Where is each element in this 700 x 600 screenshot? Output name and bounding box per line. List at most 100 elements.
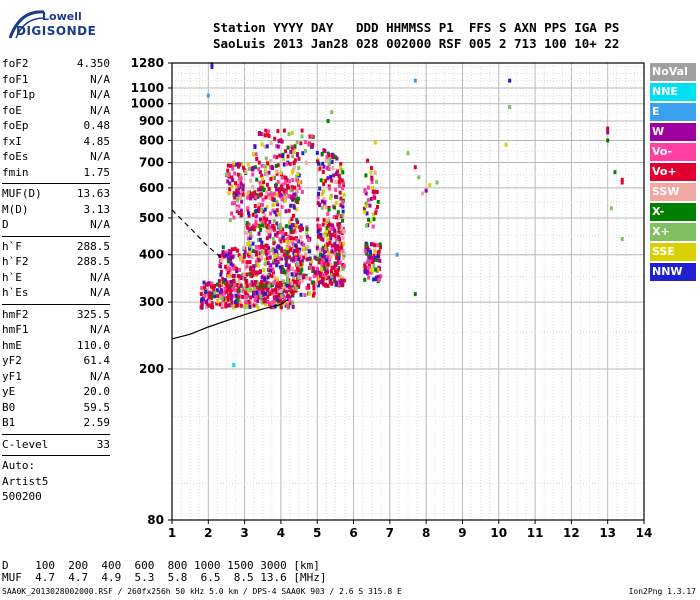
echo-mark bbox=[282, 157, 286, 162]
echo-mark bbox=[281, 283, 285, 288]
echo-mark bbox=[288, 255, 292, 260]
echo-mark bbox=[294, 222, 298, 227]
echo-mark bbox=[294, 251, 298, 256]
echo-mark bbox=[270, 274, 274, 279]
echo-mark bbox=[307, 256, 311, 261]
echo-mark bbox=[232, 191, 236, 196]
echo-mark bbox=[265, 132, 269, 137]
echo-mark bbox=[245, 260, 249, 265]
echo-mark bbox=[244, 286, 248, 291]
echo-mark bbox=[320, 151, 324, 156]
echo-mark bbox=[329, 174, 333, 179]
echo-mark bbox=[259, 220, 263, 225]
y-tick-label: 1100 bbox=[131, 81, 164, 95]
echo-mark bbox=[281, 182, 285, 187]
echo-mark bbox=[242, 272, 246, 277]
echo-mark bbox=[331, 166, 335, 171]
echo-mark bbox=[279, 265, 283, 270]
echo-mark bbox=[255, 291, 259, 296]
echo-mark bbox=[293, 196, 297, 201]
param-name: foEs bbox=[2, 150, 29, 163]
echo-mark bbox=[326, 176, 330, 181]
echo-mark bbox=[283, 175, 287, 180]
echo-mark bbox=[327, 184, 331, 189]
echo-mark bbox=[257, 160, 261, 165]
echo-mark bbox=[273, 248, 277, 253]
param-name: foE bbox=[2, 103, 22, 117]
echo-mark bbox=[273, 210, 277, 215]
echo-mark bbox=[238, 173, 242, 178]
echo-mark bbox=[315, 273, 319, 278]
echo-mark bbox=[260, 250, 264, 255]
echo-mark bbox=[321, 169, 325, 174]
echo-mark bbox=[316, 283, 320, 288]
echo-point bbox=[613, 170, 617, 175]
echo-mark bbox=[239, 161, 243, 166]
echo-mark bbox=[296, 220, 300, 225]
echo-mark bbox=[324, 205, 328, 210]
echo-mark bbox=[234, 288, 238, 293]
echo-mark bbox=[229, 279, 233, 284]
param-row: fmin 1.75 bbox=[2, 165, 110, 181]
echo-mark bbox=[260, 240, 264, 245]
echo-mark bbox=[239, 181, 243, 186]
echo-mark bbox=[242, 245, 246, 250]
echo-mark bbox=[282, 195, 286, 200]
echo-mark bbox=[328, 230, 332, 235]
echo-mark bbox=[235, 206, 239, 211]
echo-mark bbox=[275, 199, 279, 204]
echo-mark bbox=[228, 251, 232, 256]
echo-mark bbox=[295, 153, 299, 158]
echo-mark bbox=[276, 260, 280, 265]
echo-mark bbox=[291, 274, 295, 279]
echo-mark bbox=[251, 184, 255, 189]
param-value: 61.4 bbox=[83, 354, 111, 367]
echo-mark bbox=[218, 295, 222, 300]
echo-mark bbox=[291, 247, 295, 252]
echo-mark bbox=[240, 212, 244, 217]
echo-mark bbox=[264, 156, 268, 161]
echo-mark bbox=[254, 244, 258, 249]
echo-mark bbox=[328, 157, 332, 162]
echo-mark bbox=[290, 292, 294, 297]
distance-row: D 100 200 400 600 800 1000 1500 3000 [km… bbox=[2, 559, 320, 572]
echo-mark bbox=[268, 219, 272, 224]
echo-mark bbox=[281, 231, 285, 236]
y-tick-label: 80 bbox=[147, 513, 164, 527]
echo-mark bbox=[373, 248, 377, 253]
echo-mark bbox=[286, 303, 290, 308]
echo-mark bbox=[287, 221, 291, 226]
echo-mark bbox=[203, 285, 207, 290]
echo-mark bbox=[247, 166, 251, 171]
plot-area-border bbox=[171, 62, 645, 521]
echo-mark bbox=[277, 212, 281, 217]
echo-point bbox=[210, 64, 214, 69]
echo-mark bbox=[210, 284, 214, 289]
echo-mark bbox=[266, 275, 270, 280]
echo-mark bbox=[295, 174, 299, 179]
echo-mark bbox=[295, 207, 299, 212]
echo-mark bbox=[266, 248, 270, 253]
echo-mark bbox=[327, 257, 331, 262]
echo-mark bbox=[327, 207, 331, 212]
param-value: N/A bbox=[90, 150, 110, 163]
echo-mark bbox=[257, 167, 261, 172]
separator bbox=[2, 303, 110, 305]
echo-mark bbox=[320, 199, 324, 204]
echo-mark bbox=[229, 287, 233, 292]
echo-mark bbox=[269, 263, 273, 268]
echo-mark bbox=[263, 213, 267, 218]
echo-mark bbox=[320, 192, 324, 197]
echo-mark bbox=[363, 269, 367, 274]
echo-mark bbox=[288, 161, 292, 166]
echo-mark bbox=[260, 255, 264, 260]
echo-mark bbox=[340, 178, 344, 183]
param-group-profile: hmF2 325.5 hmF1 N/A hmE 110.0 yF2 61.4 yF1 N/A yE 2… bbox=[2, 307, 110, 431]
echo-mark bbox=[252, 264, 256, 269]
echo-mark bbox=[268, 291, 272, 296]
echo-mark bbox=[311, 280, 315, 285]
echo-mark bbox=[289, 228, 293, 233]
echo-mark bbox=[269, 283, 273, 288]
echo-mark bbox=[318, 273, 322, 278]
param-row: hmE 110.0 bbox=[2, 338, 110, 354]
